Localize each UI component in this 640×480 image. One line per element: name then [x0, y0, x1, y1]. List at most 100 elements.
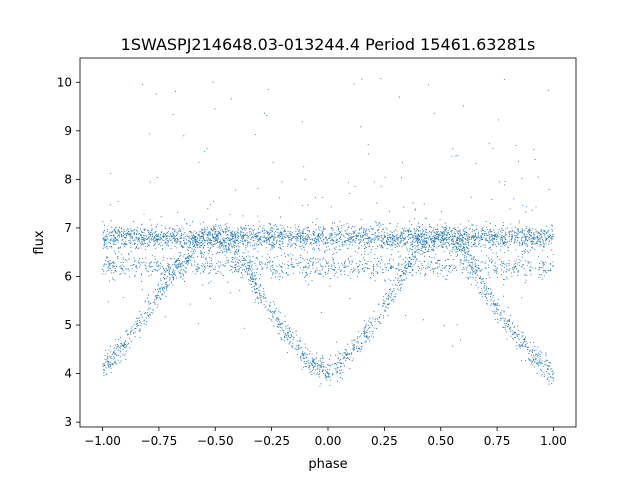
data-point [339, 359, 341, 362]
data-point [467, 242, 469, 244]
data-point [434, 240, 437, 242]
data-point [310, 243, 312, 245]
data-point [462, 239, 464, 241]
data-point [464, 231, 466, 233]
data-point [502, 326, 504, 328]
data-point [414, 255, 416, 257]
data-point [111, 270, 113, 272]
data-point [543, 374, 545, 376]
data-point [288, 334, 290, 336]
data-point [504, 241, 506, 244]
data-point [494, 310, 496, 312]
data-point [259, 261, 261, 263]
data-point [246, 240, 248, 242]
data-point [345, 243, 347, 245]
data-point [336, 239, 338, 241]
data-point [173, 234, 175, 236]
data-point [236, 239, 239, 241]
data-point [378, 235, 380, 237]
data-point [347, 232, 349, 234]
data-point [414, 252, 416, 254]
data-point [308, 353, 310, 355]
data-point [349, 271, 351, 273]
data-point [313, 372, 315, 374]
data-point [226, 257, 228, 259]
data-point [188, 239, 190, 241]
data-point [337, 358, 339, 360]
data-point [207, 262, 209, 264]
data-point [217, 232, 219, 234]
data-point [483, 232, 485, 234]
data-point [271, 241, 273, 243]
data-point [357, 235, 359, 237]
data-point [406, 263, 408, 266]
data-point [435, 229, 437, 231]
data-point [484, 231, 486, 233]
data-point [442, 232, 444, 234]
data-point [505, 327, 507, 329]
data-point [106, 246, 108, 248]
data-point [459, 246, 462, 248]
data-point [208, 250, 211, 252]
data-point [443, 231, 445, 233]
data-point [409, 234, 411, 236]
data-point [476, 269, 478, 271]
data-point [203, 231, 205, 233]
data-point [312, 264, 314, 266]
data-point [342, 362, 344, 364]
data-point [393, 230, 395, 232]
data-point [299, 272, 301, 274]
data-point [359, 349, 361, 351]
data-point [135, 266, 137, 268]
data-point [527, 357, 529, 359]
data-point [157, 238, 159, 241]
data-point [451, 232, 453, 234]
data-point [419, 260, 421, 262]
data-point [482, 278, 484, 280]
data-point [409, 237, 411, 239]
data-point [519, 347, 521, 349]
data-point [289, 328, 291, 330]
data-point [333, 265, 335, 267]
data-point [340, 269, 342, 271]
data-point [148, 265, 150, 267]
data-point [215, 224, 217, 226]
data-point [413, 237, 415, 239]
data-point [203, 256, 205, 258]
data-point [315, 369, 317, 371]
data-point [317, 235, 319, 237]
data-point [456, 248, 459, 251]
data-point [160, 245, 162, 247]
data-point [124, 340, 126, 342]
data-point [255, 277, 257, 279]
data-point [294, 348, 296, 350]
data-point [271, 245, 273, 247]
data-point [199, 238, 201, 240]
data-point [272, 265, 274, 267]
data-point [163, 277, 165, 279]
data-point [317, 239, 320, 241]
data-point [295, 334, 297, 336]
data-point [120, 261, 122, 263]
data-point [139, 228, 142, 230]
data-point [381, 234, 383, 236]
data-point [443, 235, 445, 237]
data-point [439, 241, 441, 243]
data-point [373, 233, 375, 235]
data-point [287, 273, 289, 276]
data-point [412, 269, 414, 271]
data-point [137, 237, 139, 239]
data-point [104, 355, 106, 357]
data-point [399, 290, 402, 292]
data-point [510, 223, 512, 225]
data-point [315, 224, 317, 226]
data-point [183, 261, 185, 263]
data-point [238, 267, 240, 269]
data-point [394, 246, 396, 248]
data-point [339, 369, 341, 372]
data-point [241, 226, 243, 229]
data-point [103, 265, 105, 267]
data-point [363, 242, 365, 244]
data-point [552, 253, 554, 256]
data-point [506, 319, 508, 321]
